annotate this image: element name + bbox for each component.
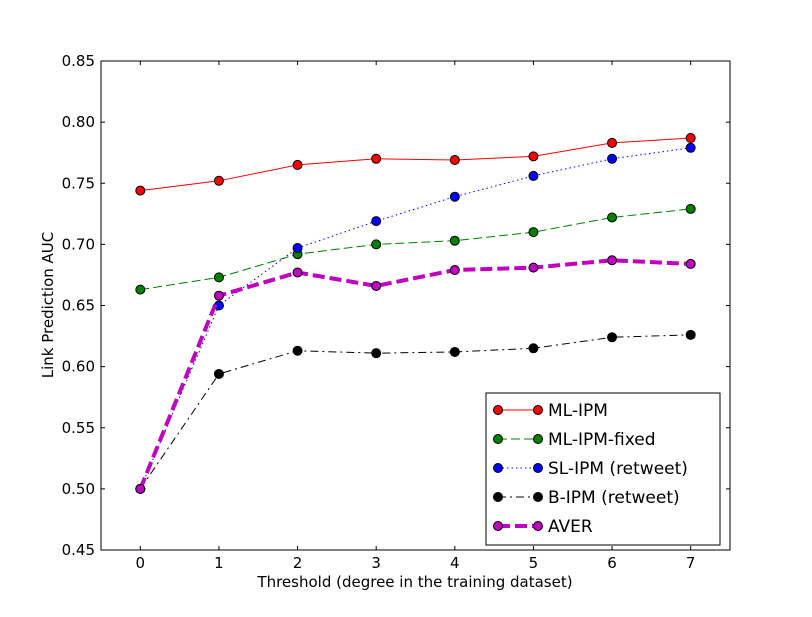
- series-point: [528, 343, 539, 354]
- series-point: [607, 137, 618, 148]
- series-point: [371, 280, 382, 291]
- legend-label: ML-IPM-fixed: [548, 430, 656, 450]
- series-point: [528, 262, 539, 273]
- legend-marker: [533, 434, 543, 444]
- legend-marker: [533, 463, 543, 473]
- series-point: [449, 265, 460, 276]
- series-point: [449, 191, 460, 202]
- legend-marker: [493, 521, 503, 531]
- legend-marker: [493, 405, 503, 415]
- legend-label: AVER: [548, 517, 593, 537]
- series-point: [607, 255, 618, 266]
- x-tick-label: 3: [371, 554, 381, 572]
- x-tick-label: 0: [136, 554, 146, 572]
- series-point: [528, 170, 539, 181]
- y-tick-label: 0.55: [62, 419, 95, 437]
- x-axis-label: Threshold (degree in the training datase…: [256, 573, 572, 591]
- series-point: [685, 142, 696, 153]
- x-axis: 0 1 2 3 4 5 6 7: [136, 61, 696, 572]
- series-point: [607, 332, 618, 343]
- series-point: [213, 290, 224, 301]
- legend-label: ML-IPM: [548, 401, 608, 421]
- series-point: [371, 153, 382, 164]
- series-point: [371, 348, 382, 359]
- series-point: [685, 203, 696, 214]
- y-tick-label: 0.50: [62, 480, 95, 498]
- x-tick-label: 4: [450, 554, 460, 572]
- x-tick-label: 2: [293, 554, 303, 572]
- series-point: [292, 159, 303, 170]
- series-point: [213, 272, 224, 283]
- series-line: [140, 208, 691, 291]
- series-point: [607, 212, 618, 223]
- series-point: [449, 155, 460, 166]
- y-axis-label: Link Prediction AUC: [39, 232, 57, 378]
- plot-lines: [135, 133, 696, 494]
- x-tick-label: 7: [686, 554, 696, 572]
- legend-marker: [493, 492, 503, 502]
- series-point: [449, 346, 460, 357]
- y-tick-label: 0.65: [62, 297, 95, 315]
- series-line: [138, 258, 691, 490]
- y-tick-label: 0.60: [62, 358, 95, 376]
- x-tick-label: 1: [214, 554, 224, 572]
- legend-label: SL-IPM (retweet): [548, 459, 688, 479]
- legend-label: B-IPM (retweet): [548, 488, 680, 508]
- series-point: [292, 267, 303, 278]
- y-tick-label: 0.85: [62, 52, 95, 70]
- legend-marker: [493, 434, 503, 444]
- legend-marker: [533, 405, 543, 415]
- series-point: [685, 258, 696, 269]
- series-point: [371, 239, 382, 250]
- series-point: [135, 483, 146, 494]
- series-point: [135, 284, 146, 295]
- series-point: [528, 227, 539, 238]
- legend: ML-IPM ML-IPM-fixed SL-IPM (retweet) B-IPM …: [485, 392, 721, 546]
- series-point: [685, 329, 696, 340]
- y-tick-label: 0.75: [62, 174, 95, 192]
- legend-marker: [533, 521, 543, 531]
- x-tick-label: 6: [607, 554, 617, 572]
- legend-marker: [493, 463, 503, 473]
- series-point: [292, 243, 303, 254]
- series-line: [140, 137, 691, 192]
- series-point: [449, 235, 460, 246]
- legend-marker: [533, 492, 543, 502]
- series-point: [528, 151, 539, 162]
- y-tick-label: 0.45: [62, 541, 95, 559]
- y-axis: 0.45 0.50 0.55 0.60 0.65 0.70 0.75 0.80 0.85: [62, 52, 730, 559]
- series-point: [213, 175, 224, 186]
- series-point: [213, 368, 224, 379]
- y-tick-label: 0.70: [62, 235, 95, 253]
- legend-box: [485, 392, 721, 546]
- y-tick-label: 0.80: [62, 113, 95, 131]
- series-point: [292, 345, 303, 356]
- series-point: [371, 216, 382, 227]
- series-point: [607, 153, 618, 164]
- series-point: [685, 133, 696, 144]
- series-line: [139, 334, 691, 490]
- series-point: [135, 185, 146, 196]
- x-tick-label: 5: [529, 554, 539, 572]
